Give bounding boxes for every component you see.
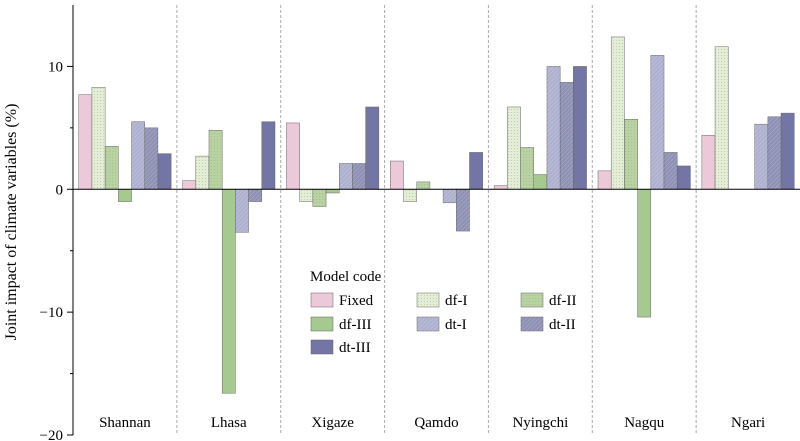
category-labels: Shannan Lhasa Xigaze Qamdo Nyingchi Nagqu Ngar… [99,415,765,431]
bar [78,94,93,190]
bar-texture [299,189,313,202]
bar [780,112,795,190]
bar-texture [105,146,119,190]
bar-texture [195,156,209,190]
category-label: Nyingchi [512,415,568,431]
bar [637,189,652,318]
legend-swatch-texture [521,317,543,331]
bar [118,189,132,202]
category-label: Lhasa [211,415,247,431]
bar [676,165,691,190]
legend-swatch-texture [417,293,439,307]
y-axis-title: Joint impact of climate variables (%) [3,104,20,341]
category-label: Qamdo [414,415,458,431]
legend-label: dt-II [549,317,576,333]
bar [286,122,300,190]
category-label: Shannan [99,415,151,431]
bar [365,106,380,190]
bar [469,152,483,190]
legend-swatch-texture [521,293,543,307]
bar [157,153,172,190]
bar-texture [754,124,768,190]
bars [73,36,800,394]
bar [533,174,548,190]
bar [390,160,404,190]
bar-texture [248,189,262,202]
bar-texture [144,127,158,190]
bar-texture [131,121,145,190]
y-tick-label: −20 [40,428,63,441]
bar [182,180,197,190]
bar-texture [91,87,106,190]
legend-title: Model code [310,269,382,285]
bar-texture [339,163,353,190]
bar [573,66,587,190]
y-axis: −20 −10 0 10 [40,5,74,441]
y-tick-label: −10 [40,305,63,321]
legend: Model code Fixed df-I df-II df-III dt-I dt-II… [310,269,576,356]
legend-swatch-texture [417,317,439,331]
category-label: Xigaze [311,415,354,431]
bar [597,170,612,190]
bar [701,134,716,190]
bar-texture [507,106,521,190]
bar-texture [715,46,729,190]
category-label: Nagqu [624,415,664,431]
legend-label: df-III [339,317,371,333]
legend-swatch [310,339,334,355]
legend-label: dt-I [445,317,467,333]
bar [261,121,276,190]
bar-texture [520,147,534,190]
bar-texture [546,66,561,190]
legend-label: Fixed [339,293,374,309]
bar-texture [208,130,223,190]
legend-label: df-I [445,293,468,309]
bar-texture [560,82,574,190]
y-tick-label: 0 [56,182,64,198]
legend-label: df-II [549,293,576,309]
bar-texture [650,55,665,190]
legend-swatch [310,316,334,332]
bar [493,185,508,190]
bar-texture [235,189,249,233]
category-separators [176,5,697,435]
bar-texture [456,189,470,232]
bar-texture [312,189,327,207]
category-label: Ngari [731,415,765,431]
bar [325,189,340,194]
bar-texture [767,116,782,190]
legend-label: dt-III [339,340,371,356]
legend-swatch [310,292,334,308]
bar-texture [624,119,638,190]
bar [221,189,236,394]
bar-texture [416,181,430,190]
y-tick-label: 10 [48,59,63,75]
bar-texture [403,189,417,202]
bar-texture [352,163,366,190]
bar-texture [664,152,678,190]
bar-texture [611,36,625,190]
bar-texture [443,189,457,203]
